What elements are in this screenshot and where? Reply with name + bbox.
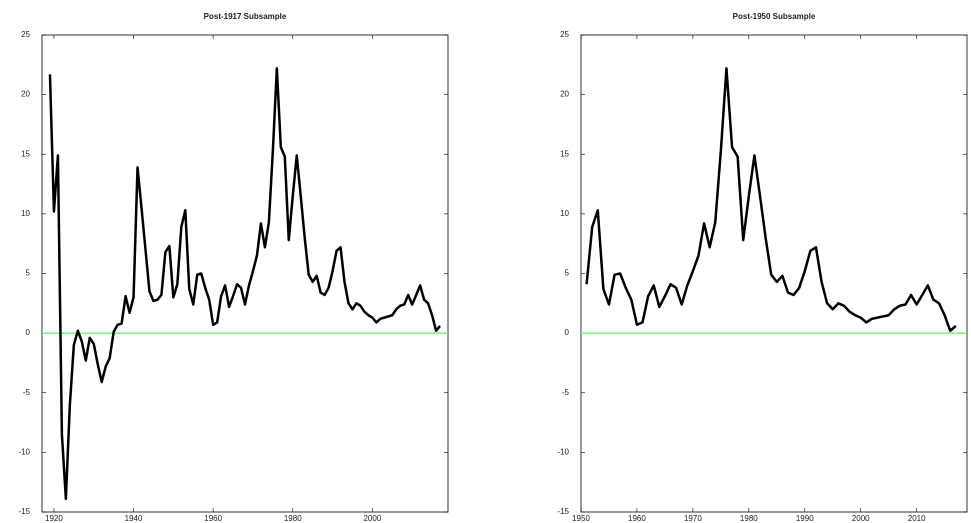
x-tick-label: 1990 — [796, 514, 814, 523]
chart-title: Post-1950 Subsample — [733, 12, 816, 21]
y-tick-label: 15 — [560, 149, 569, 158]
x-tick-label: 1980 — [740, 514, 758, 523]
x-tick-label: 1970 — [684, 514, 702, 523]
y-tick-label: -10 — [18, 447, 30, 456]
x-tick-label: 1940 — [125, 514, 143, 523]
y-tick-label: 25 — [21, 30, 30, 39]
y-tick-label: 20 — [21, 90, 30, 99]
y-tick-label: 10 — [21, 209, 30, 218]
y-tick-label: -15 — [557, 507, 569, 516]
y-tick-label: 5 — [26, 269, 31, 278]
data-line — [48, 67, 441, 501]
y-tick-label: 20 — [560, 90, 569, 99]
x-tick-label: 2010 — [908, 514, 926, 523]
chart-title: Post-1917 Subsample — [204, 12, 287, 21]
y-tick-label: -5 — [562, 388, 570, 397]
x-tick-label: 1980 — [284, 514, 302, 523]
y-tick-label: 0 — [26, 328, 31, 337]
plot-frame — [41, 34, 449, 513]
y-tick-label: -15 — [18, 507, 30, 516]
y-tick-label: 10 — [560, 209, 569, 218]
data-line — [585, 67, 957, 332]
y-tick-label: 15 — [21, 149, 30, 158]
y-tick-label: -10 — [557, 447, 569, 456]
x-tick-label: 1920 — [45, 514, 63, 523]
x-tick-label: 2000 — [852, 514, 870, 523]
x-tick-label: 1950 — [572, 514, 590, 523]
y-tick-label: -5 — [23, 388, 31, 397]
y-tick-label: 5 — [565, 269, 570, 278]
y-tick-label: 25 — [560, 30, 569, 39]
plot-frame — [580, 34, 968, 513]
x-tick-label: 1960 — [204, 514, 222, 523]
x-tick-label: 2000 — [363, 514, 381, 523]
y-tick-label: 0 — [565, 328, 570, 337]
x-tick-label: 1960 — [628, 514, 646, 523]
